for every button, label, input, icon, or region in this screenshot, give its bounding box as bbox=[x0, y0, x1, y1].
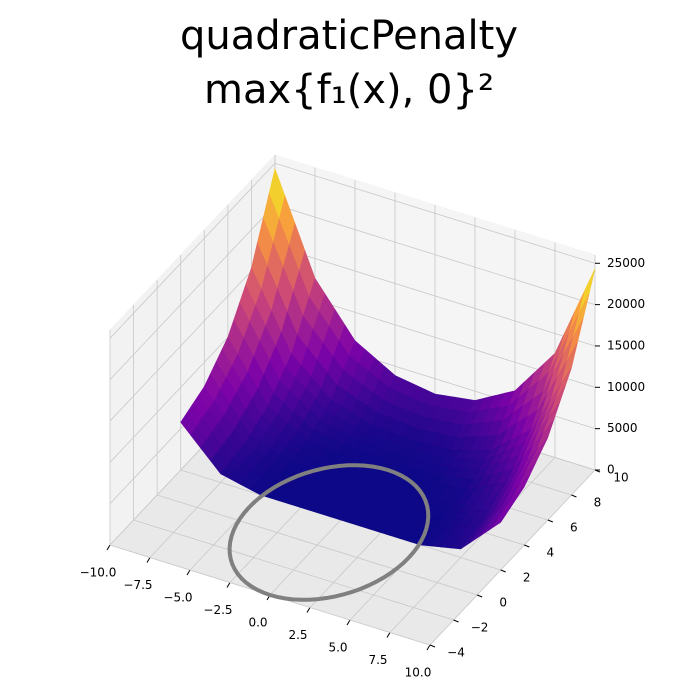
x-tick bbox=[106, 544, 111, 551]
x-tick bbox=[346, 619, 351, 626]
y-tick bbox=[500, 569, 506, 573]
chart-title: quadraticPenalty bbox=[180, 13, 518, 59]
x-tick-label: 2.5 bbox=[288, 628, 307, 642]
y-tick-label: −2 bbox=[471, 621, 489, 635]
z-tick-label: 20000 bbox=[607, 297, 645, 311]
z-tick-label: 15000 bbox=[607, 338, 645, 352]
y-tick bbox=[453, 619, 459, 623]
x-tick-label: 7.5 bbox=[368, 653, 387, 667]
y-tick-label: −4 bbox=[447, 646, 465, 660]
z-tick-label: 5000 bbox=[607, 421, 638, 435]
constraint-circle bbox=[227, 463, 431, 602]
y-tick-label: 6 bbox=[570, 521, 578, 535]
y-tick-label: 2 bbox=[523, 571, 531, 585]
x-tick bbox=[226, 582, 231, 588]
z-tick-label: 0 bbox=[607, 463, 615, 477]
x-tick bbox=[186, 569, 191, 576]
x-tick-label: 0.0 bbox=[248, 616, 267, 630]
x-tick bbox=[146, 557, 151, 563]
z-tick-label: 10000 bbox=[607, 380, 645, 394]
x-tick-label: 10.0 bbox=[405, 666, 432, 680]
z-tick-label: 25000 bbox=[607, 256, 645, 270]
y-tick-label: 4 bbox=[546, 546, 554, 560]
y-tick bbox=[524, 544, 530, 548]
x-tick bbox=[426, 644, 431, 651]
x-tick-label: 5.0 bbox=[328, 641, 347, 655]
x-tick-label: −10.0 bbox=[80, 566, 117, 580]
grid-line bbox=[109, 162, 596, 339]
y-tick bbox=[547, 519, 554, 523]
x-tick-label: −7.5 bbox=[123, 578, 152, 592]
x-tick-label: −2.5 bbox=[203, 603, 232, 617]
surface-patch bbox=[490, 513, 507, 530]
x-tick-label: −5.0 bbox=[163, 591, 192, 605]
y-tick-label: 8 bbox=[594, 496, 602, 510]
x-tick bbox=[306, 607, 311, 613]
chart-subtitle: max{f₁(x), 0}² bbox=[204, 67, 494, 113]
y-tick bbox=[429, 644, 436, 648]
y-tick-label: 0 bbox=[499, 596, 507, 610]
y-tick bbox=[571, 494, 577, 498]
y-tick-label: 10 bbox=[613, 471, 628, 485]
x-tick bbox=[386, 632, 391, 638]
y-tick bbox=[476, 594, 483, 598]
